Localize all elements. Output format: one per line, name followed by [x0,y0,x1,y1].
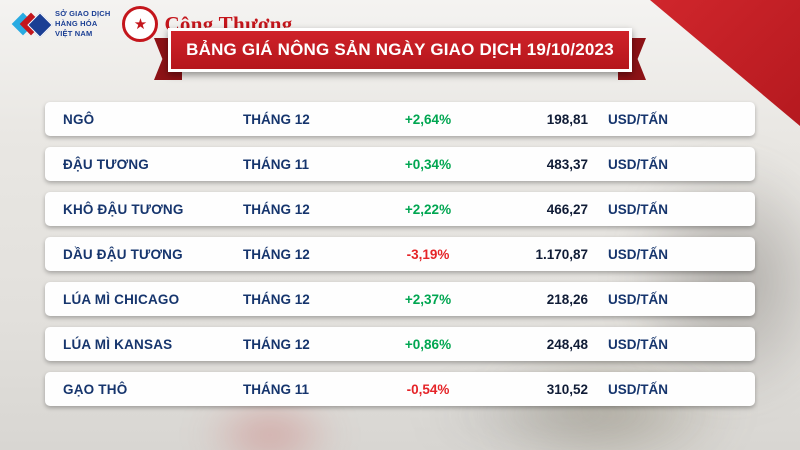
contract-month: THÁNG 11 [243,381,310,397]
price-unit: USD/TẤN [608,111,668,127]
percent-change: +0,86% [404,336,452,352]
contract-month: THÁNG 11 [243,156,310,172]
contract-month: THÁNG 12 [243,246,310,262]
price-value: 466,27 [546,201,588,217]
commodity-name: NGÔ [63,111,95,127]
congthuong-emblem-icon: ★ [122,6,159,42]
price-value: 248,48 [546,336,588,352]
price-value: 1.170,87 [535,246,588,262]
price-unit: USD/TẤN [608,246,668,262]
mxv-diamond-icon [11,6,53,42]
contract-month: THÁNG 12 [243,336,310,352]
page-title: BẢNG GIÁ NÔNG SẢN NGÀY GIAO DỊCH 19/10/2… [168,28,632,72]
contract-month: THÁNG 12 [243,291,310,307]
mxv-logo-line1: SỞ GIAO DỊCH [55,9,111,19]
mxv-logo-line3: VIỆT NAM [55,28,93,38]
percent-change: -3,19% [406,246,450,262]
price-value: 218,26 [546,291,588,307]
price-table: NGÔ THÁNG 12 +2,64% 198,81 USD/TẤN ĐẬU T… [45,102,755,406]
percent-change: +2,37% [404,291,452,307]
table-row: KHÔ ĐẬU TƯƠNG THÁNG 12 +2,22% 466,27 USD… [45,192,755,226]
table-row: ĐẬU TƯƠNG THÁNG 11 +0,34% 483,37 USD/TẤN [45,147,755,181]
price-unit: USD/TẤN [608,291,668,307]
price-unit: USD/TẤN [608,201,668,217]
commodity-name: LÚA MÌ KANSAS [63,336,173,352]
table-row: LÚA MÌ CHICAGO THÁNG 12 +2,37% 218,26 US… [45,282,755,316]
commodity-name: LÚA MÌ CHICAGO [63,291,180,307]
contract-month: THÁNG 12 [243,201,310,217]
commodity-name: KHÔ ĐẬU TƯƠNG [63,201,184,217]
table-row: NGÔ THÁNG 12 +2,64% 198,81 USD/TẤN [45,102,755,136]
table-row: LÚA MÌ KANSAS THÁNG 12 +0,86% 248,48 USD… [45,327,755,361]
background-red-smudge [200,400,340,450]
price-value: 310,52 [546,381,588,397]
price-value: 483,37 [546,156,588,172]
commodity-name: DẦU ĐẬU TƯƠNG [63,246,183,262]
price-unit: USD/TẤN [608,156,668,172]
price-unit: USD/TẤN [608,381,668,397]
mxv-logo-text: SỞ GIAO DỊCH HÀNG HÓA VIỆT NAM [55,9,110,38]
title-ribbon: BẢNG GIÁ NÔNG SẢN NGÀY GIAO DỊCH 19/10/2… [154,28,646,80]
price-value: 198,81 [546,111,588,127]
table-row: GẠO THÔ THÁNG 11 -0,54% 310,52 USD/TẤN [45,372,755,406]
contract-month: THÁNG 12 [243,111,310,127]
commodity-name: ĐẬU TƯƠNG [63,156,150,172]
percent-change: +0,34% [404,156,452,172]
percent-change: +2,22% [404,201,452,217]
mxv-logo: SỞ GIAO DỊCH HÀNG HÓA VIỆT NAM [11,6,110,42]
price-unit: USD/TẤN [608,336,668,352]
commodity-name: GẠO THÔ [63,381,128,397]
mxv-logo-line2: HÀNG HÓA [55,19,98,29]
table-row: DẦU ĐẬU TƯƠNG THÁNG 12 -3,19% 1.170,87 U… [45,237,755,271]
percent-change: -0,54% [406,381,450,397]
percent-change: +2,64% [404,111,452,127]
